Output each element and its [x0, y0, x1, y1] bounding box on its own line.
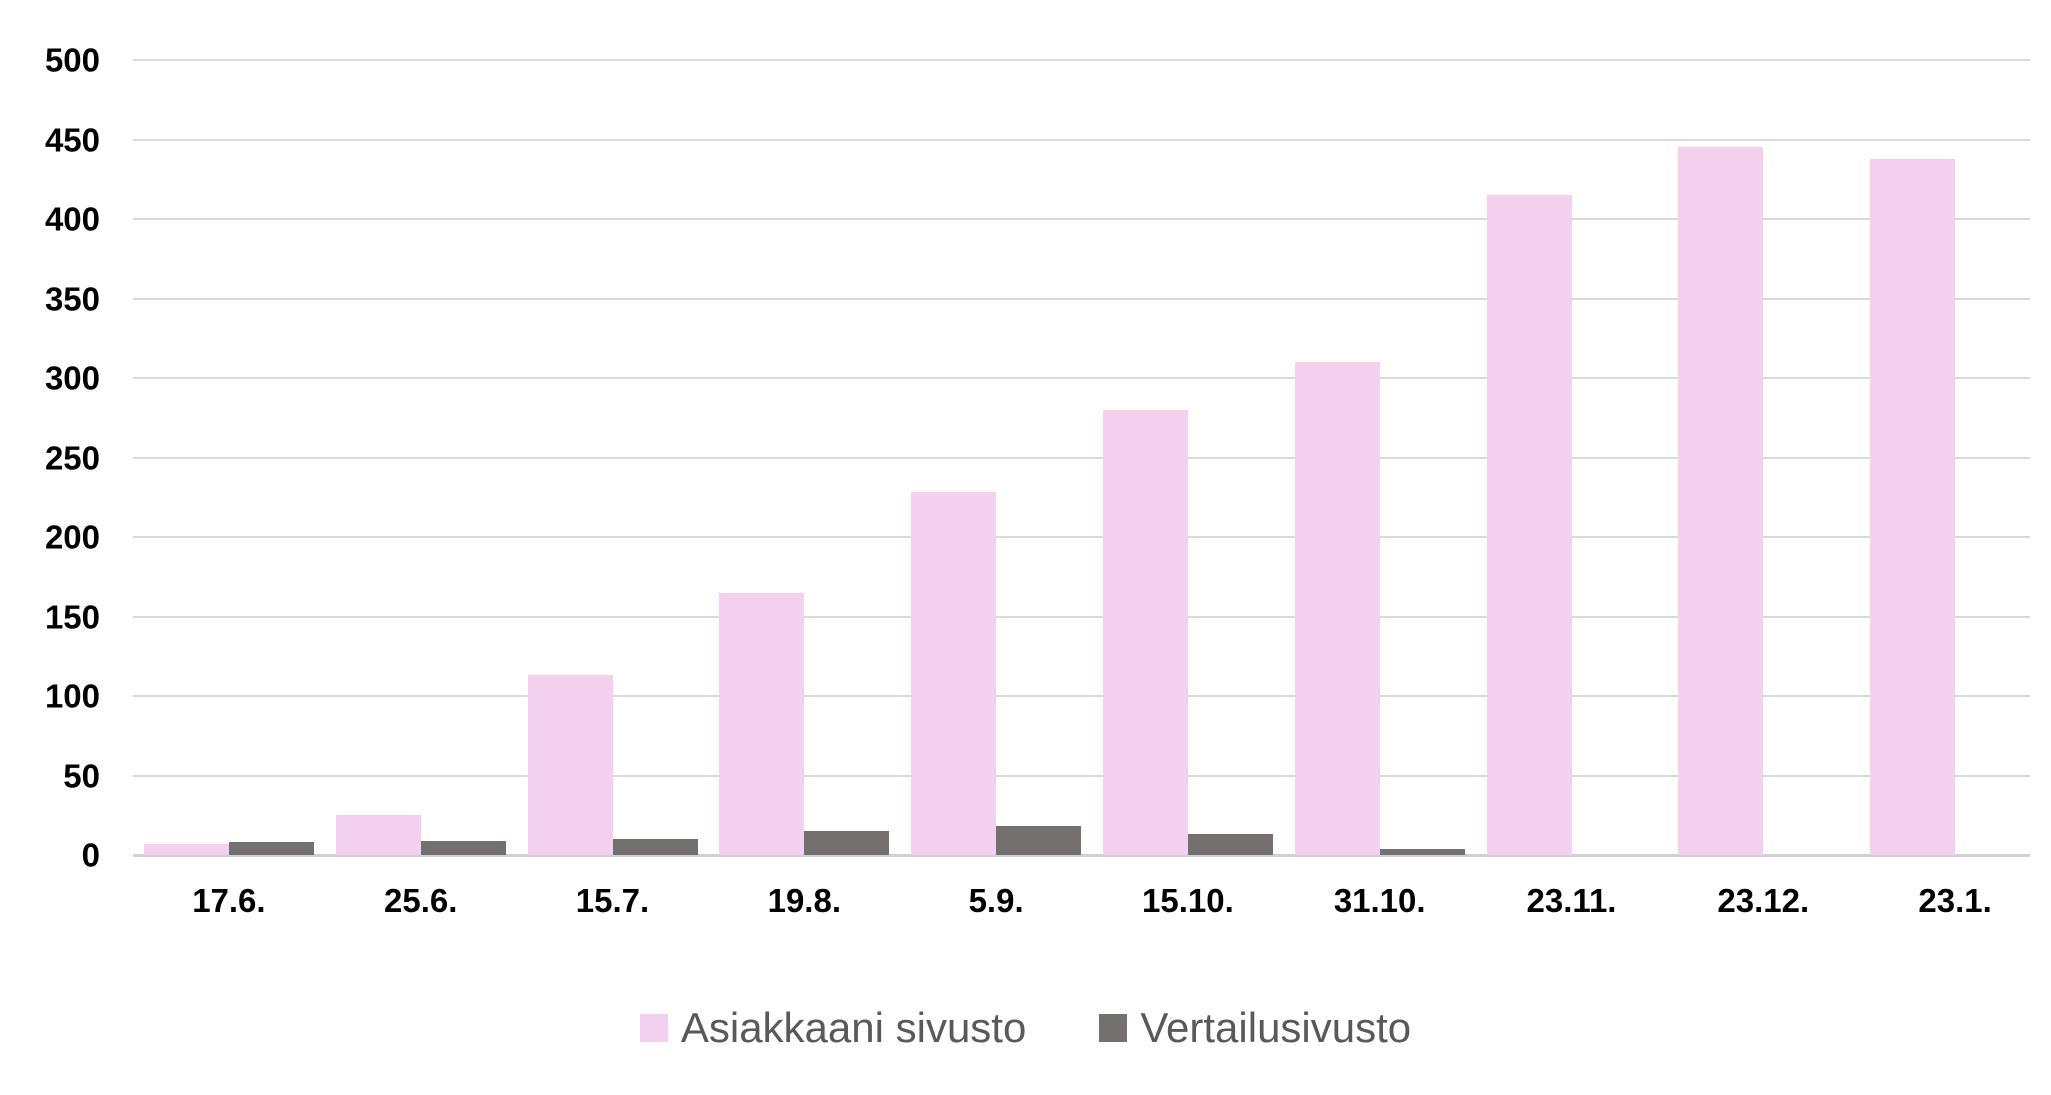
bar-asiakkaani-sivusto [335, 815, 421, 855]
bar-asiakkaani-sivusto [1486, 195, 1572, 855]
bar-asiakkaani-sivusto [1294, 362, 1380, 855]
bar-vertailusivusto [228, 842, 314, 855]
bar-asiakkaani-sivusto [1678, 147, 1764, 855]
x-tick-label: 23.1. [1918, 882, 1992, 919]
legend-item-vertailusivusto: Vertailusivusto [1099, 1004, 1411, 1052]
x-tick-label: 15.10. [1142, 882, 1234, 919]
x-tick-label: 31.10. [1333, 882, 1426, 919]
gridline [133, 615, 2030, 618]
y-tick-label: 150 [44, 598, 100, 635]
x-tick-label: 23.12. [1717, 882, 1810, 919]
bar-asiakkaani-sivusto [719, 592, 805, 855]
x-tick-label: 19.8. [767, 882, 841, 919]
legend: Asiakkaani sivusto Vertailusivusto [0, 1004, 2051, 1052]
gridline [133, 297, 2030, 300]
bar-vertailusivusto [612, 839, 698, 855]
y-tick-label: 500 [44, 41, 100, 79]
x-axis-line [133, 854, 2030, 857]
y-tick-label: 350 [44, 280, 100, 317]
gridline [133, 774, 2030, 777]
x-tick-label: 15.7. [575, 882, 650, 919]
bar-asiakkaani-sivusto [143, 843, 229, 855]
bar-vertailusivusto [1187, 834, 1273, 855]
legend-label-asiakkaani-sivusto: Asiakkaani sivusto [680, 1004, 1027, 1051]
bar-vertailusivusto [420, 840, 506, 855]
gridline [133, 218, 2030, 220]
y-tick-label: 100 [44, 677, 100, 715]
y-tick-label: 300 [44, 359, 100, 397]
x-tick-label: 17.6. [192, 882, 266, 919]
y-tick-label: 450 [44, 121, 100, 158]
y-tick-label: 50 [63, 757, 100, 794]
legend-item-asiakkaani-sivusto: Asiakkaani sivusto [639, 1004, 1027, 1052]
gridline [133, 59, 2030, 61]
bar-asiakkaani-sivusto [1102, 409, 1188, 855]
bar-vertailusivusto [1379, 848, 1465, 855]
x-tick-label: 5.9. [968, 882, 1024, 919]
gridline [133, 456, 2030, 459]
x-tick-label: 25.6. [383, 882, 458, 919]
gridline [133, 377, 2030, 379]
bar-asiakkaani-sivusto [1870, 158, 1956, 855]
y-tick-label: 200 [44, 518, 100, 556]
y-tick-label: 0 [81, 836, 100, 874]
bar-asiakkaani-sivusto [527, 675, 613, 855]
gridline [133, 536, 2030, 538]
legend-label-vertailusivusto: Vertailusivusto [1140, 1004, 1412, 1051]
bar-asiakkaani-sivusto [911, 492, 997, 855]
y-tick-label: 400 [44, 200, 100, 238]
bar-vertailusivusto [804, 831, 890, 855]
legend-swatch-vertailusivusto [1099, 1014, 1128, 1042]
x-tick-label: 23.11. [1526, 882, 1617, 919]
gridline [133, 138, 2030, 141]
y-tick-label: 250 [44, 439, 100, 476]
legend-swatch-asiakkaani-sivusto [639, 1014, 668, 1042]
bar-vertailusivusto [996, 826, 1082, 855]
gridline [133, 695, 2030, 697]
